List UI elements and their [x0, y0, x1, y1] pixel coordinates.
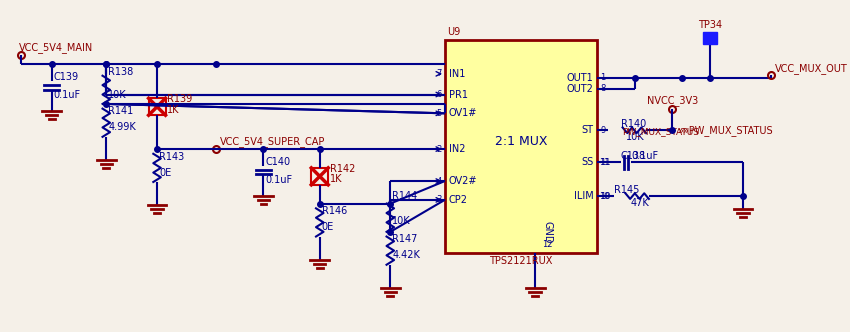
Text: 0E: 0E	[321, 222, 334, 232]
Text: NVCC_3V3: NVCC_3V3	[647, 95, 698, 106]
Text: C140: C140	[265, 157, 291, 167]
Bar	[445, 40, 598, 253]
Text: IN2: IN2	[449, 144, 465, 154]
Text: VCC_MUX_OUT: VCC_MUX_OUT	[775, 63, 847, 74]
Text: ILIM: ILIM	[574, 191, 593, 201]
Text: PW_MUX_STATUS: PW_MUX_STATUS	[622, 127, 700, 136]
Text: 10K: 10K	[108, 90, 127, 100]
Text: 0.1uF: 0.1uF	[265, 175, 292, 185]
Text: R146: R146	[321, 206, 347, 216]
Text: TP34: TP34	[698, 20, 722, 30]
Text: R144: R144	[392, 191, 417, 201]
Text: R140: R140	[620, 119, 646, 129]
Text: 1K: 1K	[167, 105, 180, 115]
Text: IN1: IN1	[449, 69, 465, 79]
Text: 2: 2	[437, 144, 442, 154]
Text: 0.1uF: 0.1uF	[54, 90, 81, 101]
Text: 11: 11	[599, 158, 609, 167]
Text: R145: R145	[614, 185, 639, 195]
Text: 10K: 10K	[392, 215, 411, 225]
Text: R138: R138	[108, 67, 133, 77]
Text: SS: SS	[581, 157, 593, 167]
Text: 0E: 0E	[159, 168, 171, 178]
Text: 2:1 MUX: 2:1 MUX	[495, 135, 547, 148]
Text: 6: 6	[437, 90, 442, 99]
Bar	[149, 98, 166, 115]
Text: 4.99K: 4.99K	[108, 123, 136, 132]
Text: R143: R143	[159, 152, 184, 162]
Text: »»PW_MUX_STATUS: »»PW_MUX_STATUS	[677, 125, 773, 136]
Bar	[704, 33, 717, 44]
Text: C138: C138	[620, 151, 646, 161]
Text: 9: 9	[600, 126, 605, 135]
Text: PR1: PR1	[449, 90, 468, 100]
Text: 7: 7	[437, 69, 442, 78]
Text: 10: 10	[600, 192, 610, 201]
Text: OV2#: OV2#	[449, 176, 477, 186]
Text: U9: U9	[447, 28, 460, 38]
Text: 1K: 1K	[330, 174, 343, 184]
Text: R142: R142	[330, 164, 355, 174]
Text: OUT1: OUT1	[567, 73, 593, 83]
Text: GND: GND	[542, 220, 552, 243]
Text: VCC_5V4_MAIN: VCC_5V4_MAIN	[19, 42, 93, 53]
Text: C139: C139	[54, 72, 79, 82]
Text: TPS2121RUX: TPS2121RUX	[490, 256, 552, 266]
Text: ST: ST	[581, 125, 593, 135]
Text: R147: R147	[392, 234, 417, 244]
Text: 10K: 10K	[626, 132, 645, 142]
Text: 12: 12	[542, 240, 552, 250]
Text: 11: 11	[600, 158, 610, 167]
Text: 3: 3	[437, 195, 442, 205]
Text: 1: 1	[600, 73, 605, 82]
Text: CP2: CP2	[449, 195, 468, 205]
Text: R141: R141	[108, 107, 133, 117]
Text: 0.1uF: 0.1uF	[631, 151, 658, 161]
Text: 47K: 47K	[631, 198, 649, 208]
Text: 10: 10	[599, 192, 609, 201]
Text: OUT2: OUT2	[567, 84, 593, 94]
Bar	[311, 168, 328, 185]
Text: OV1#: OV1#	[449, 108, 477, 118]
Text: 5: 5	[437, 109, 442, 118]
Text: R139: R139	[167, 94, 193, 104]
Text: VCC_5V4_SUPER_CAP: VCC_5V4_SUPER_CAP	[220, 136, 326, 147]
Text: 4: 4	[437, 177, 442, 186]
Text: 8: 8	[600, 84, 605, 93]
Text: 4.42K: 4.42K	[392, 250, 420, 260]
